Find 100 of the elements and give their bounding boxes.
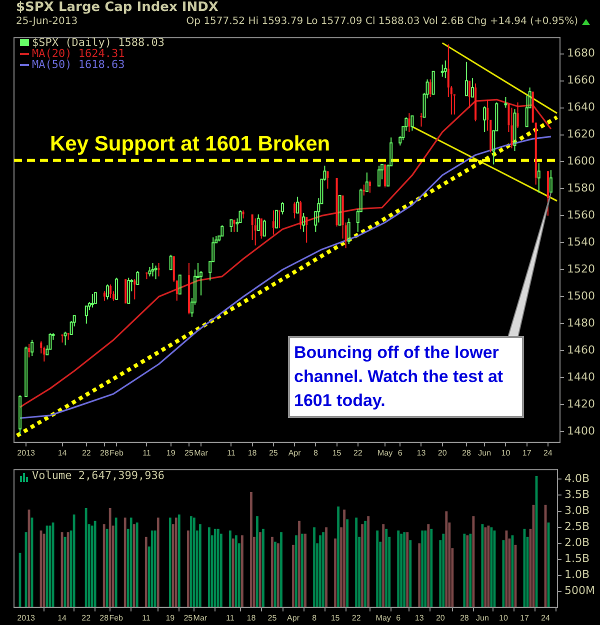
y-tick-label: 1500	[567, 290, 596, 303]
y-tick-label: 3.5B	[564, 488, 590, 502]
bar	[124, 518, 126, 608]
x-tick-label: 13	[414, 613, 424, 622]
bar	[174, 518, 178, 608]
x-tick-label: 25	[184, 448, 194, 458]
bar	[232, 538, 234, 608]
candlestick	[306, 217, 308, 244]
bar	[178, 514, 180, 608]
y-tick-label: 1620	[567, 128, 596, 141]
bar	[114, 518, 118, 608]
x-tick-label: 28	[100, 448, 110, 458]
candlestick	[110, 284, 112, 299]
candlestick	[300, 200, 302, 230]
bar	[355, 518, 358, 608]
bar	[481, 524, 484, 608]
bar	[256, 516, 258, 608]
bar	[150, 530, 154, 608]
text: Op 1577.52 Hi 1593.79 Lo 1577.09 Cl 1588.03 Vol 2.6B Chg +14.94 (+0.95%)	[186, 16, 578, 27]
x-tick-label: 18	[246, 613, 256, 622]
x-tick-label: Feb	[110, 448, 124, 458]
candlestick	[233, 220, 236, 232]
bar	[430, 528, 433, 608]
bar	[186, 530, 190, 608]
y-tick-label: 1400	[567, 424, 596, 438]
bar	[168, 518, 172, 608]
x-tick-label: 14	[58, 448, 68, 458]
bar	[190, 516, 192, 608]
bar	[154, 530, 156, 608]
candlestick	[188, 262, 190, 315]
candlestick	[230, 219, 233, 232]
x-tick-label: 22	[352, 613, 362, 622]
candlestick	[429, 78, 432, 98]
x-tick-label: 22	[353, 448, 363, 458]
x-tick-label: 22	[82, 613, 92, 622]
bar	[418, 543, 421, 608]
y-tick-label: 2.5B	[564, 520, 590, 534]
bar	[301, 534, 304, 608]
bar	[319, 535, 322, 608]
bar	[361, 524, 364, 608]
bar	[216, 528, 220, 608]
x-tick-label: 8	[312, 613, 318, 622]
x-tick-label: 2013	[17, 613, 36, 622]
y-tick-label: 4.0B	[564, 472, 590, 486]
bar	[364, 520, 367, 608]
candlestick	[525, 95, 528, 128]
y-tick-label: 1.5B	[564, 552, 590, 566]
bar	[214, 528, 216, 608]
candlestick	[84, 306, 88, 324]
candlestick	[176, 280, 178, 302]
x-tick-label: 25	[184, 613, 194, 622]
x-tick-label: 28	[462, 448, 472, 458]
bar	[250, 492, 252, 608]
x-tick-label: Mar	[194, 448, 208, 458]
legend-label: MA(50) 1618.63	[32, 58, 125, 71]
chart-subtitle: 25-Jun-2013	[16, 16, 78, 27]
bar	[192, 518, 196, 608]
bar	[277, 543, 280, 608]
candlestick	[368, 180, 371, 194]
bar	[259, 532, 262, 608]
candlestick	[408, 112, 410, 133]
y-tick-label: 1580	[567, 182, 596, 195]
bar	[322, 532, 324, 608]
x-tick-label: 13	[416, 448, 426, 458]
candlestick	[474, 82, 477, 122]
bar	[144, 536, 148, 608]
candlestick	[384, 164, 386, 188]
candlestick	[440, 64, 444, 78]
bar	[292, 544, 294, 608]
candlestick	[272, 210, 274, 236]
bar	[442, 534, 445, 608]
candlestick	[28, 343, 30, 358]
chart-title: Volume 2,647,399,936	[32, 469, 164, 482]
bar	[406, 532, 409, 608]
bar	[274, 542, 276, 608]
bar	[208, 527, 210, 608]
x-tick-label: 18	[248, 448, 258, 458]
candlestick	[61, 334, 64, 344]
bar	[463, 534, 466, 608]
bar	[132, 524, 136, 608]
bar	[106, 528, 108, 608]
x-tick-label: Mar	[193, 613, 208, 622]
candlestick	[254, 218, 256, 246]
bar	[271, 536, 274, 608]
bar	[487, 526, 490, 608]
legend-label: MA(20) 1624.31	[32, 47, 125, 60]
bar	[376, 530, 379, 608]
x-tick-label: 24	[543, 448, 553, 458]
x-tick-label: 25	[268, 613, 278, 622]
bar	[337, 506, 340, 608]
bar	[295, 535, 298, 608]
bar	[346, 519, 349, 608]
candlestick	[471, 78, 474, 98]
x-tick-label: 11	[142, 448, 152, 458]
x-tick-label: 19	[166, 613, 176, 622]
bar	[235, 535, 238, 608]
x-tick-label: 2013	[17, 448, 36, 458]
x-tick-label: 10	[501, 448, 511, 458]
x-tick-label: 20	[438, 448, 448, 458]
bar	[403, 532, 406, 608]
